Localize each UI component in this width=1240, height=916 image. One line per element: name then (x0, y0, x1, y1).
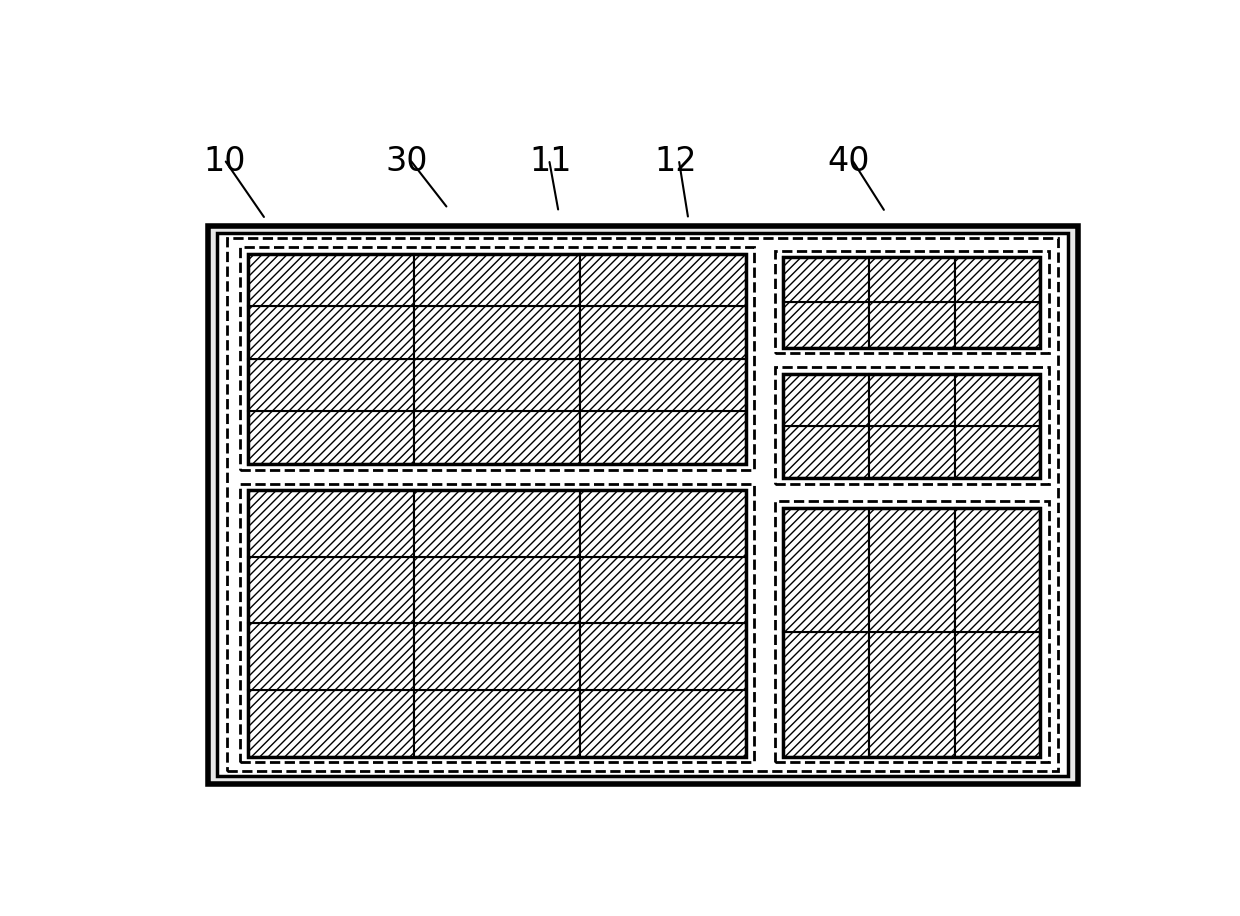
Bar (580, 557, 746, 624)
Bar (414, 359, 580, 411)
Bar (248, 254, 414, 306)
Bar (784, 374, 1040, 478)
Bar (414, 557, 580, 624)
Bar (775, 251, 1049, 354)
Text: 30: 30 (386, 146, 428, 179)
Bar (414, 490, 580, 557)
Bar (208, 226, 1078, 783)
Bar (580, 490, 746, 557)
Bar (208, 226, 1078, 783)
Text: 10: 10 (203, 146, 246, 179)
Bar (580, 359, 746, 411)
Bar (248, 690, 414, 757)
Bar (869, 374, 955, 426)
Bar (784, 374, 869, 426)
Bar (955, 507, 1040, 632)
Bar (775, 501, 1049, 762)
Bar (775, 501, 1049, 762)
Bar (869, 632, 955, 757)
Bar (869, 257, 955, 302)
Bar (580, 624, 746, 690)
Bar (248, 490, 414, 557)
Bar (580, 306, 746, 359)
Bar (248, 624, 414, 690)
Bar (784, 302, 869, 347)
Bar (784, 507, 1040, 757)
Bar (580, 254, 746, 306)
Bar (869, 302, 955, 347)
Bar (414, 411, 580, 464)
Bar (248, 254, 746, 464)
Bar (775, 367, 1049, 484)
Bar (248, 306, 414, 359)
Bar (869, 426, 955, 478)
Bar (217, 234, 1068, 777)
Bar (775, 251, 1049, 354)
Bar (784, 426, 869, 478)
Bar (248, 557, 414, 624)
Bar (414, 254, 580, 306)
Bar (955, 257, 1040, 302)
Bar (580, 411, 746, 464)
Bar (784, 257, 869, 302)
Bar (580, 690, 746, 757)
Bar (869, 507, 955, 632)
Bar (784, 257, 1040, 347)
Bar (414, 690, 580, 757)
Bar (248, 411, 414, 464)
Bar (775, 367, 1049, 484)
Bar (239, 247, 754, 470)
Bar (955, 632, 1040, 757)
Bar (239, 247, 754, 470)
Bar (955, 374, 1040, 426)
Bar (248, 490, 746, 757)
Bar (414, 624, 580, 690)
Bar (784, 507, 869, 632)
Bar (227, 238, 1058, 770)
Bar (239, 484, 754, 762)
Bar (784, 632, 869, 757)
Text: 12: 12 (655, 146, 697, 179)
Bar (248, 359, 414, 411)
Bar (955, 302, 1040, 347)
Bar (414, 306, 580, 359)
Bar (239, 484, 754, 762)
Text: 40: 40 (828, 146, 870, 179)
Text: 11: 11 (529, 146, 573, 179)
Bar (955, 426, 1040, 478)
